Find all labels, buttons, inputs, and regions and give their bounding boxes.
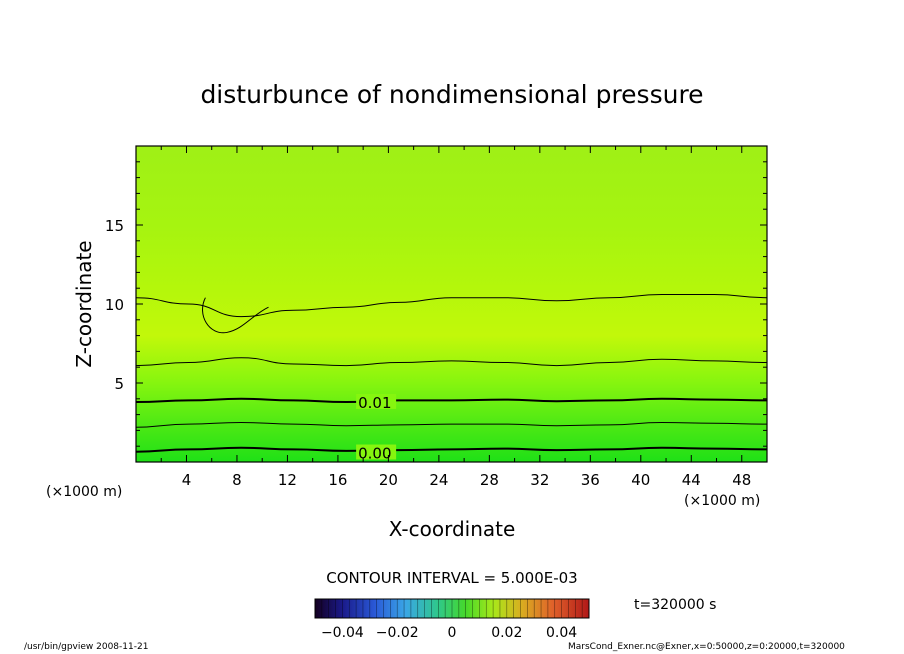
chart-title: disturbunce of nondimensional pressure: [200, 80, 703, 109]
contour-label-bg: [356, 444, 397, 460]
x-tick-label: 36: [581, 471, 600, 489]
colorbar-tick-label: 0: [448, 625, 457, 641]
y-tick-label: 15: [105, 217, 124, 235]
x-tick-label: 8: [232, 471, 242, 489]
colorbar-tick-label: 0.04: [546, 625, 577, 641]
x-tick-label: 48: [732, 471, 751, 489]
footer-left: /usr/bin/gpview 2008-11-21: [24, 642, 149, 652]
colorbar-tick-label: −0.04: [321, 625, 364, 641]
x-unit-right: (×1000 m): [684, 493, 760, 509]
x-tick-label: 40: [631, 471, 650, 489]
contour-interval-label: CONTOUR INTERVAL = 5.000E-03: [326, 569, 577, 587]
x-unit-left: (×1000 m): [46, 484, 122, 500]
x-axis-ticks: 4 8 12 16 20 24 28 32 36 40 44 48: [160, 146, 751, 489]
colorbar-divisions: [321, 599, 583, 618]
contour-loop: [202, 297, 269, 334]
x-tick-label: 20: [379, 471, 398, 489]
contour-line-2: [136, 397, 767, 404]
y-axis-ticks: 5 10 15: [105, 161, 767, 447]
y-tick-label: 10: [105, 296, 124, 314]
contour-labels: 0.01 0.00: [356, 393, 397, 463]
x-tick-label: 4: [182, 471, 192, 489]
colorbar-tick-labels: −0.04 −0.02 0 0.02 0.04: [321, 625, 577, 641]
contour-label-bg: [356, 393, 397, 409]
x-tick-label: 32: [530, 471, 549, 489]
contour-label: 0.01: [358, 394, 391, 412]
colorbar-tick-label: −0.02: [376, 625, 419, 641]
contour-line-1: [136, 421, 767, 428]
x-tick-label: 24: [429, 471, 448, 489]
contour-line-4: [136, 294, 767, 318]
y-tick-label: 5: [114, 375, 124, 393]
contour-lines: [136, 294, 767, 453]
x-tick-label: 28: [480, 471, 499, 489]
x-tick-label: 44: [682, 471, 701, 489]
x-tick-label: 16: [328, 471, 347, 489]
footer-right: MarsCond_Exner.nc@Exner,x=0:50000,z=0:20…: [568, 642, 845, 652]
plot-field: [136, 146, 767, 462]
x-tick-label: 12: [278, 471, 297, 489]
y-axis-label: Z-coordinate: [72, 240, 96, 367]
contour-line-3: [136, 357, 767, 367]
contour-line-0: [136, 446, 767, 453]
time-label: t=320000 s: [634, 597, 716, 613]
x-axis-label: X-coordinate: [389, 517, 516, 541]
colorbar-tick-label: 0.02: [491, 625, 522, 641]
contour-label: 0.00: [358, 445, 391, 463]
